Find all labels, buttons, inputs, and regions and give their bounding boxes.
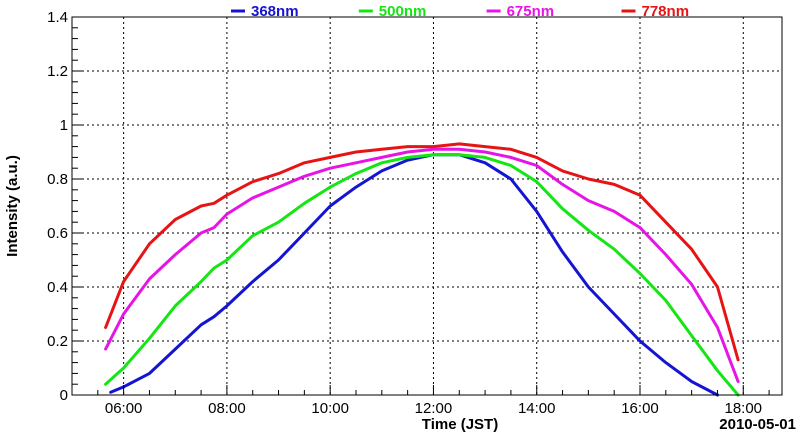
x-tick-label: 08:00 bbox=[208, 400, 246, 417]
series-line-778nm bbox=[104, 142, 740, 362]
series-layer bbox=[104, 142, 740, 397]
x-tick-label: 18:00 bbox=[724, 400, 762, 417]
legend-label: 675nm bbox=[507, 3, 555, 20]
axis-ticks bbox=[72, 16, 770, 396]
x-tick-label: 10:00 bbox=[311, 400, 349, 417]
y-tick-label: 1.4 bbox=[47, 9, 68, 26]
legend: 368nm 500nm 675nm 778nm bbox=[231, 3, 689, 20]
x-tick-label: 06:00 bbox=[105, 400, 143, 417]
legend-label: 500nm bbox=[379, 3, 427, 20]
y-tick-label: 1.2 bbox=[47, 63, 68, 80]
y-tick-label: 0.2 bbox=[47, 333, 68, 350]
grid-lines bbox=[72, 17, 782, 395]
x-tick-label: 14:00 bbox=[518, 400, 556, 417]
y-tick-label: 0.4 bbox=[47, 279, 68, 296]
y-tick-label: 1 bbox=[60, 117, 68, 134]
date-label: 2010-05-01 bbox=[719, 416, 796, 433]
legend-label: 778nm bbox=[642, 3, 690, 20]
y-axis-title: Intensity (a.u.) bbox=[4, 155, 21, 257]
y-tick-labels: 0 0.2 0.4 0.6 0.8 1 1.2 1.4 bbox=[47, 9, 68, 404]
y-tick-label: 0.8 bbox=[47, 171, 68, 188]
x-tick-label: 12:00 bbox=[415, 400, 453, 417]
x-axis-title: Time (JST) bbox=[422, 416, 498, 433]
y-tick-label: 0 bbox=[60, 387, 68, 404]
plot-frame bbox=[71, 16, 783, 396]
y-tick-label: 0.6 bbox=[47, 225, 68, 242]
series-line-368nm bbox=[109, 153, 719, 397]
x-tick-labels: 06:00 08:00 10:00 12:00 14:00 16:00 18:00 bbox=[105, 400, 762, 417]
legend-label: 368nm bbox=[251, 3, 299, 20]
x-tick-label: 16:00 bbox=[621, 400, 659, 417]
series-line-675nm bbox=[104, 147, 740, 383]
series-line-500nm bbox=[104, 153, 740, 397]
